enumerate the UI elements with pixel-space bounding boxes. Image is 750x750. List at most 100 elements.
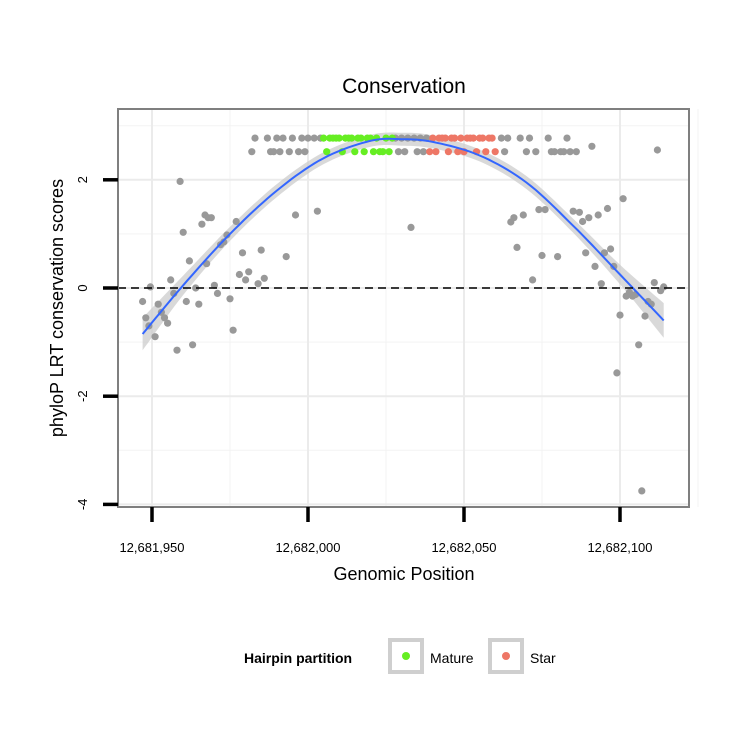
data-point-other xyxy=(404,134,412,142)
data-point-other xyxy=(635,341,643,349)
data-point-other xyxy=(513,243,521,251)
data-point-other xyxy=(232,217,240,226)
data-point-other xyxy=(270,148,278,156)
x-axis: 12,681,950 12,682,000 12,682,050 12,682,100 xyxy=(119,507,653,555)
data-point-other xyxy=(532,148,540,156)
data-point-other xyxy=(173,346,181,354)
data-point-other xyxy=(238,249,247,257)
data-point-other xyxy=(516,134,524,142)
data-point-mature xyxy=(348,134,356,142)
x-axis-title: Genomic Position xyxy=(333,564,474,584)
data-point-other xyxy=(285,148,293,156)
data-point-other xyxy=(394,148,403,156)
data-point-other xyxy=(164,319,172,327)
y-tick-label: -2 xyxy=(75,390,90,402)
y-tick-label: -4 xyxy=(75,499,90,511)
data-point-other xyxy=(610,262,618,270)
data-point-other xyxy=(142,314,150,322)
data-point-star xyxy=(451,134,459,142)
data-point-other xyxy=(154,300,162,308)
data-point-mature xyxy=(369,148,378,156)
data-point-other xyxy=(538,251,546,260)
data-point-other xyxy=(566,148,574,156)
data-point-other xyxy=(167,276,175,284)
data-point-mature xyxy=(357,134,365,142)
legend-label-mature: Mature xyxy=(430,650,474,666)
data-point-other xyxy=(588,142,596,150)
x-tick-label: 12,682,050 xyxy=(431,540,496,555)
data-point-other xyxy=(535,206,543,214)
data-point-other xyxy=(585,214,593,222)
data-point-star xyxy=(429,134,437,142)
data-point-other xyxy=(591,262,599,270)
legend-label-star: Star xyxy=(530,650,556,666)
data-point-other xyxy=(279,134,287,142)
data-point-star xyxy=(441,134,449,142)
data-point-other xyxy=(235,270,243,279)
data-point-other xyxy=(497,134,505,142)
data-point-other xyxy=(220,238,228,246)
data-point-other xyxy=(613,369,621,377)
data-point-other xyxy=(251,134,259,142)
data-point-other xyxy=(223,231,231,239)
data-point-other xyxy=(560,148,568,156)
data-point-other xyxy=(650,279,658,287)
data-point-other xyxy=(139,297,147,306)
y-axis: -4 -2 0 2 xyxy=(75,176,118,510)
data-point-other xyxy=(572,148,580,156)
data-point-other xyxy=(189,341,197,349)
data-point-star xyxy=(457,134,465,142)
data-point-other xyxy=(213,289,222,297)
data-point-other xyxy=(619,195,627,203)
data-point-other xyxy=(401,148,409,156)
data-point-other xyxy=(600,249,609,257)
data-point-other xyxy=(575,208,584,216)
data-point-other xyxy=(544,134,552,142)
x-tick-label: 12,682,100 xyxy=(587,540,652,555)
chart-title: Conservation xyxy=(342,75,466,98)
data-point-other xyxy=(295,148,303,156)
data-point-other xyxy=(504,134,512,142)
legend: Hairpin partition Mature Star xyxy=(244,638,556,674)
data-point-other xyxy=(288,134,296,142)
data-point-other xyxy=(260,274,268,282)
data-point-star xyxy=(469,134,477,142)
data-point-other xyxy=(313,207,321,215)
data-point-other xyxy=(519,211,527,219)
data-point-star xyxy=(426,148,434,156)
data-point-other xyxy=(522,148,531,156)
legend-swatch-star xyxy=(502,652,510,660)
data-point-other xyxy=(579,217,587,226)
data-point-mature xyxy=(379,148,387,156)
data-point-mature xyxy=(320,134,328,142)
data-point-other xyxy=(304,134,312,142)
data-point-other xyxy=(510,214,518,222)
panel-border xyxy=(117,108,690,508)
data-point-mature xyxy=(351,148,359,156)
data-point-other xyxy=(638,487,646,495)
data-point-other xyxy=(310,134,318,142)
data-point-other xyxy=(607,245,615,253)
data-point-other xyxy=(603,204,612,213)
plot-panel xyxy=(117,108,699,508)
data-point-other xyxy=(276,148,284,156)
data-point-star xyxy=(454,148,462,156)
grid xyxy=(118,109,699,507)
data-point-other xyxy=(160,314,169,322)
data-point-other xyxy=(179,228,187,236)
data-point-other xyxy=(195,300,203,308)
data-point-other xyxy=(413,148,421,156)
data-point-other xyxy=(182,297,190,306)
data-point-other xyxy=(198,220,206,228)
data-point-other xyxy=(563,134,571,142)
data-point-star xyxy=(479,134,487,142)
data-point-star xyxy=(491,148,499,156)
data-point-other xyxy=(226,295,234,303)
data-point-other xyxy=(291,211,300,219)
y-tick-label: 0 xyxy=(75,284,90,291)
data-point-other xyxy=(541,206,549,214)
legend-swatch-mature xyxy=(402,652,410,660)
data-point-other xyxy=(554,253,562,261)
